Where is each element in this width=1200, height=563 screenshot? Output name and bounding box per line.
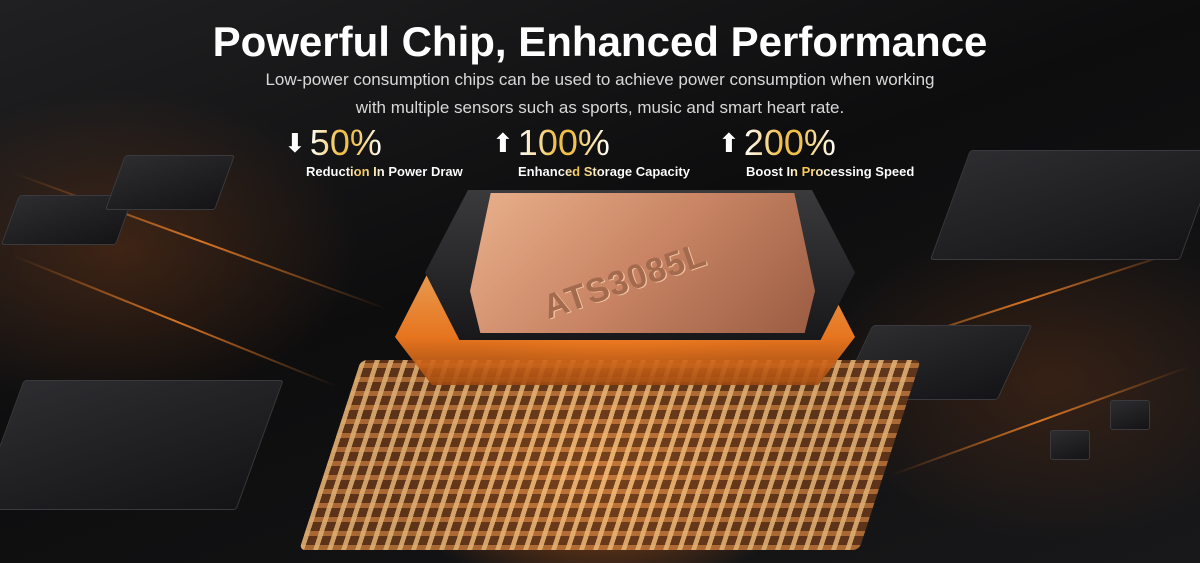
stat-storage: ⬆ 100% Enhanced Storage Capacity — [492, 122, 690, 179]
headline: Powerful Chip, Enhanced Performance — [212, 18, 988, 65]
stat-value: 50% — [309, 122, 382, 163]
stat-power: ⬇ 50% Reduction In Power Draw — [284, 122, 463, 179]
small-chip — [104, 155, 236, 210]
arrow-up-icon: ⬆ — [492, 127, 514, 158]
stat-speed: ⬆ 200% Boost In Processing Speed — [718, 122, 914, 179]
stat-label: Boost In Processing Speed — [746, 164, 915, 179]
stat-label: Enhanced Storage Capacity — [518, 164, 690, 179]
subtitle: Low-power consumption chips can be used … — [0, 66, 1200, 122]
stat-value: 100% — [517, 122, 610, 163]
subtitle-line: with multiple sensors such as sports, mu… — [355, 98, 845, 117]
arrow-down-icon: ⬇ — [284, 127, 306, 158]
component-block — [929, 150, 1200, 260]
subtitle-line: Low-power consumption chips can be used … — [265, 70, 935, 89]
capacitor — [1110, 400, 1150, 430]
capacitor — [1050, 430, 1090, 460]
arrow-up-icon: ⬆ — [718, 127, 740, 158]
component-block — [0, 380, 284, 510]
chip-socket — [299, 360, 921, 550]
stat-value: 200% — [743, 122, 836, 163]
chip-lid — [470, 193, 815, 333]
stat-label: Reduction In Power Draw — [306, 164, 463, 179]
